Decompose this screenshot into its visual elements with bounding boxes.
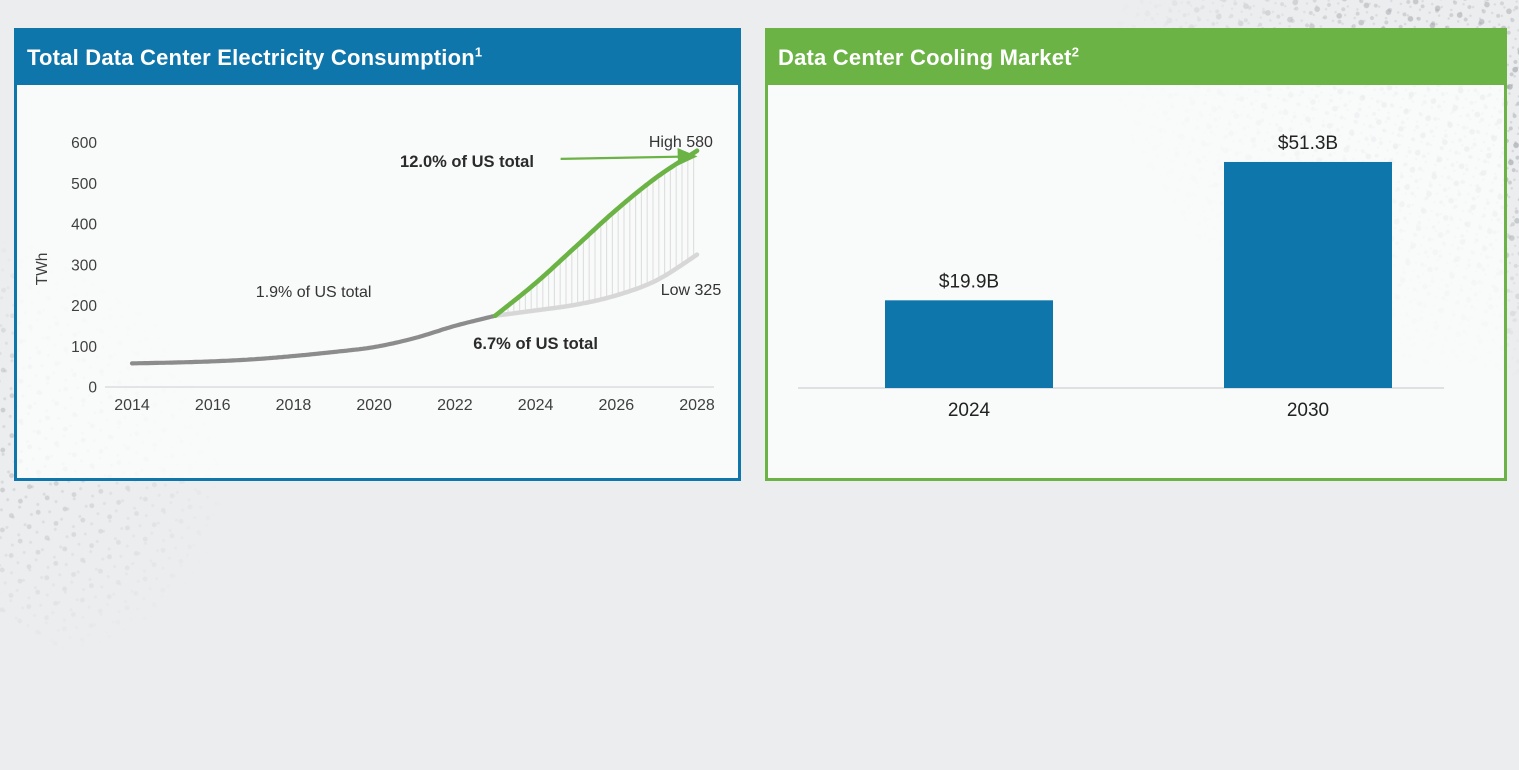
y-axis-tick-label: 400 [71, 217, 97, 234]
y-axis-tick-label: 100 [71, 339, 97, 356]
y-axis-tick-label: 0 [88, 380, 97, 397]
cooling-footnote-marker: 2 [1071, 44, 1080, 60]
bar-value-label: $51.3B [1278, 133, 1338, 154]
x-axis-tick-label: 2018 [276, 397, 312, 414]
electricity-consumption-panel: Total Data Center Electricity Consumptio… [14, 28, 741, 481]
bar-value-label: $19.9B [939, 271, 999, 292]
y-axis-tick-label: 200 [71, 298, 97, 315]
cooling-title-text: Data Center Cooling Market [778, 45, 1072, 70]
cooling-chart-area: $19.9B 2024 $51.3B 2030 [768, 85, 1504, 478]
cooling-market-panel: Data Center Cooling Market2 $19.9B 2024 $5… [765, 28, 1507, 481]
x-axis-tick-label: 2028 [679, 397, 715, 414]
x-axis-tick-label: 2016 [195, 397, 231, 414]
growth-arrow [560, 147, 698, 166]
electricity-line-chart: 0 100 200 300 400 500 600 TWh 2014 2016 2018 2020 20… [34, 134, 722, 414]
cooling-panel-header: Data Center Cooling Market2 [768, 31, 1504, 85]
bar-2030 [1224, 161, 1392, 388]
electricity-panel-title: Total Data Center Electricity Consumptio… [27, 44, 483, 70]
cooling-bar-chart: $19.9B 2024 $51.3B 2030 [798, 133, 1444, 421]
x-axis-tick-label: 2022 [437, 397, 473, 414]
annotation-low-325: Low 325 [661, 282, 722, 299]
electricity-panel-header: Total Data Center Electricity Consumptio… [17, 31, 738, 85]
x-axis-tick-label: 2024 [518, 397, 554, 414]
y-axis-tick-label: 600 [71, 135, 97, 152]
electricity-title-text: Total Data Center Electricity Consumptio… [27, 45, 475, 70]
y-axis-title: TWh [34, 253, 51, 286]
annotation-12-0-of-us-total: 12.0% of US total [400, 153, 534, 171]
bar-category-label: 2030 [1287, 400, 1329, 421]
x-axis-tick-label: 2020 [356, 397, 392, 414]
historical-line [129, 313, 498, 366]
annotation-high-580: High 580 [649, 134, 713, 151]
cooling-panel-title: Data Center Cooling Market2 [778, 44, 1080, 70]
electricity-chart-area: 0 100 200 300 400 500 600 TWh 2014 2016 2018 2020 20… [17, 85, 738, 478]
annotation-1-9-of-us-total: 1.9% of US total [256, 284, 372, 301]
bar-2024 [885, 300, 1053, 388]
high-scenario-line [492, 148, 700, 318]
electricity-footnote-marker: 1 [474, 44, 483, 60]
y-axis-tick-label: 500 [71, 176, 97, 193]
annotation-6-7-of-us-total: 6.7% of US total [473, 335, 598, 353]
x-axis-tick-label: 2026 [599, 397, 635, 414]
bar-category-label: 2024 [948, 400, 991, 421]
scenario-range-hatch [507, 155, 695, 313]
x-axis-tick-label: 2014 [114, 397, 150, 414]
low-scenario-line [492, 252, 700, 318]
y-axis-tick-label: 300 [71, 257, 97, 274]
